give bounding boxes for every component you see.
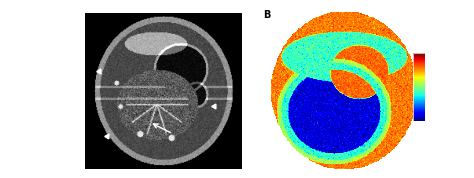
Text: B: B [264, 11, 271, 20]
Text: A: A [89, 16, 96, 26]
